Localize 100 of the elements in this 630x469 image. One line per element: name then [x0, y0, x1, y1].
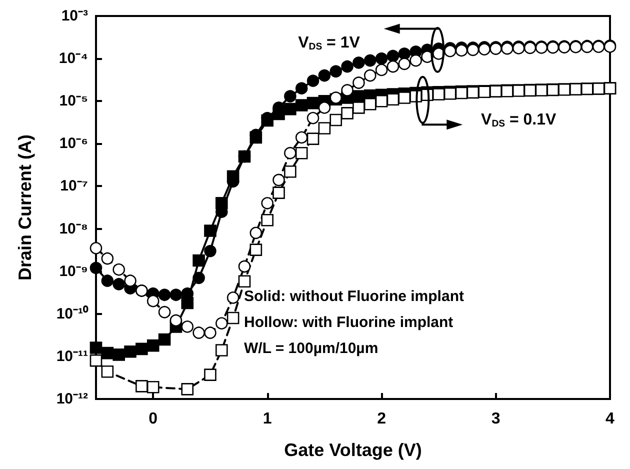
- point: [466, 44, 480, 56]
- point: [284, 90, 296, 102]
- point: [192, 272, 205, 284]
- point: [181, 320, 194, 333]
- point: [306, 112, 320, 124]
- point: [410, 54, 422, 67]
- point: [306, 74, 320, 87]
- point: [215, 197, 228, 210]
- point: [136, 342, 148, 356]
- y-tick-label: 10⁻³: [61, 8, 88, 24]
- point: [375, 52, 388, 65]
- point: [306, 132, 320, 145]
- point: [295, 146, 308, 160]
- point: [226, 292, 240, 304]
- point: [101, 274, 114, 287]
- y-tick-label: 10⁻¹¹: [56, 348, 88, 365]
- point: [272, 174, 285, 186]
- point: [158, 333, 171, 346]
- annotation: W/L = 100µm/10µm: [244, 340, 378, 357]
- point: [318, 69, 331, 82]
- point: [284, 166, 296, 178]
- point: [295, 99, 308, 112]
- point: [318, 102, 331, 114]
- point: [284, 146, 296, 160]
- point: [238, 150, 251, 163]
- point: [398, 92, 411, 104]
- y-tick-label: 10⁻⁹: [59, 262, 88, 280]
- x-tick-label: 2: [377, 410, 386, 428]
- point: [318, 122, 331, 134]
- annotation: Solid: without Fluorine implant: [244, 288, 464, 305]
- point: [330, 114, 342, 126]
- point: [341, 60, 354, 73]
- point: [250, 226, 262, 240]
- point: [352, 56, 365, 69]
- point: [204, 368, 216, 381]
- point: [90, 354, 102, 367]
- x-tick-label: 0: [148, 410, 158, 428]
- point: [386, 50, 400, 62]
- point: [375, 94, 388, 108]
- point: [204, 244, 216, 258]
- point: [261, 214, 274, 226]
- point: [158, 306, 171, 318]
- y-tick-label: 10⁻⁴: [58, 50, 88, 68]
- point: [124, 274, 136, 287]
- point: [398, 48, 411, 60]
- point: [364, 98, 376, 110]
- point: [216, 317, 228, 330]
- point: [90, 342, 102, 354]
- point: [192, 326, 205, 339]
- point: [112, 348, 125, 361]
- point: [136, 380, 148, 392]
- point: [192, 254, 205, 267]
- point: [124, 345, 136, 358]
- point: [398, 58, 411, 70]
- point: [146, 294, 160, 308]
- y-tick-label: 10⁻¹²: [56, 390, 88, 408]
- point: [170, 288, 182, 302]
- point: [181, 296, 194, 310]
- x-tick-label: 1: [262, 410, 272, 428]
- point: [238, 260, 251, 273]
- point: [226, 312, 240, 324]
- point: [238, 275, 251, 288]
- point: [364, 69, 376, 82]
- point: [204, 326, 216, 339]
- point: [364, 54, 376, 67]
- point: [295, 131, 308, 144]
- y-axis-title: Drain Current (A): [15, 134, 35, 281]
- y-tick-label: 10⁻⁶: [59, 135, 88, 152]
- point: [181, 383, 194, 396]
- y-tick-label: 10⁻⁵: [59, 92, 88, 110]
- point: [90, 242, 102, 254]
- point: [284, 102, 296, 116]
- point: [90, 262, 102, 274]
- point: [204, 224, 216, 237]
- point: [272, 108, 285, 120]
- point: [455, 44, 468, 57]
- annotation: Hollow: with Fluorine implant: [244, 314, 454, 331]
- point: [101, 365, 114, 378]
- point: [352, 76, 365, 89]
- point: [170, 314, 182, 327]
- point: [272, 186, 285, 199]
- y-tick-label: 10⁻⁷: [60, 178, 88, 195]
- point: [444, 44, 456, 58]
- point: [215, 344, 228, 356]
- point: [250, 244, 262, 256]
- x-axis-title: Gate Voltage (V): [284, 440, 422, 460]
- x-tick-label: 3: [491, 410, 500, 428]
- point: [341, 84, 354, 96]
- point: [295, 82, 308, 94]
- point: [330, 65, 342, 78]
- point: [146, 380, 160, 394]
- point: [146, 339, 160, 352]
- point: [386, 60, 400, 73]
- point: [112, 263, 125, 276]
- point: [101, 252, 114, 265]
- y-tick-label: 10⁻¹⁰: [56, 304, 89, 322]
- point: [375, 64, 388, 76]
- point: [386, 93, 400, 106]
- point: [112, 278, 125, 290]
- point: [226, 170, 240, 183]
